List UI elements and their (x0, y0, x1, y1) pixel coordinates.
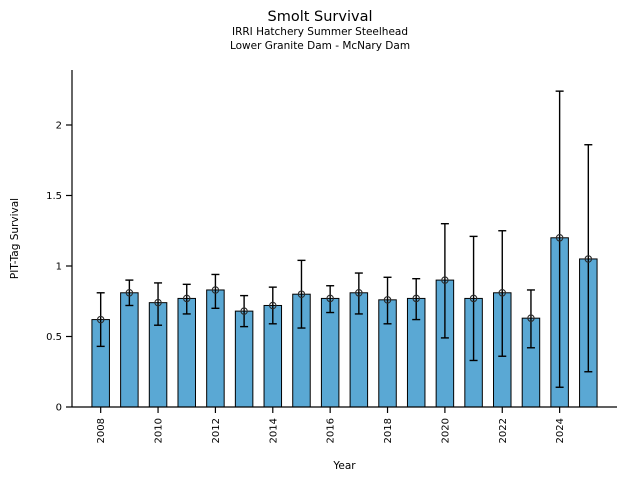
marker-2013 (240, 307, 248, 315)
y-axis-label: PIT-Tag Survival (9, 198, 21, 279)
marker-2023 (527, 314, 535, 322)
y-tick-label: 2 (56, 120, 62, 131)
x-tick-label: 2020 (440, 418, 451, 443)
y-tick-label: 1.5 (46, 191, 62, 202)
marker-2022 (498, 289, 507, 297)
marker-2009 (125, 289, 134, 297)
x-tick-label: 2024 (555, 418, 566, 443)
marker-2014 (269, 301, 277, 310)
x-tick-label: 2010 (154, 418, 165, 443)
marker-2010 (154, 298, 162, 307)
x-tick-label: 2008 (96, 418, 107, 443)
marker-2015 (297, 290, 306, 298)
y-tick-label: 0.5 (46, 332, 62, 343)
marker-2017 (355, 289, 363, 297)
x-axis-label: Year (332, 460, 356, 472)
marker-2016 (326, 294, 334, 303)
marker-2025 (584, 255, 593, 263)
x-tick-label: 2012 (211, 418, 222, 443)
marker-2021 (469, 294, 478, 303)
marker-2019 (412, 294, 420, 303)
marker-2012 (211, 286, 220, 294)
bar-2016 (320, 297, 340, 408)
marker-2011 (182, 294, 191, 303)
x-tick-label: 2018 (383, 418, 394, 443)
x-tick-label: 2016 (326, 418, 337, 443)
x-tick-label: 2014 (268, 418, 279, 443)
marker-2008 (96, 315, 105, 324)
marker-2024 (555, 234, 564, 242)
marker-2018 (383, 296, 392, 304)
bar-2009 (120, 292, 139, 408)
x-tick-label: 2022 (498, 418, 509, 443)
y-tick-label: 0 (56, 403, 62, 414)
marker-2020 (441, 276, 449, 284)
bar-2011 (177, 297, 196, 408)
y-tick-label: 1 (56, 261, 62, 272)
